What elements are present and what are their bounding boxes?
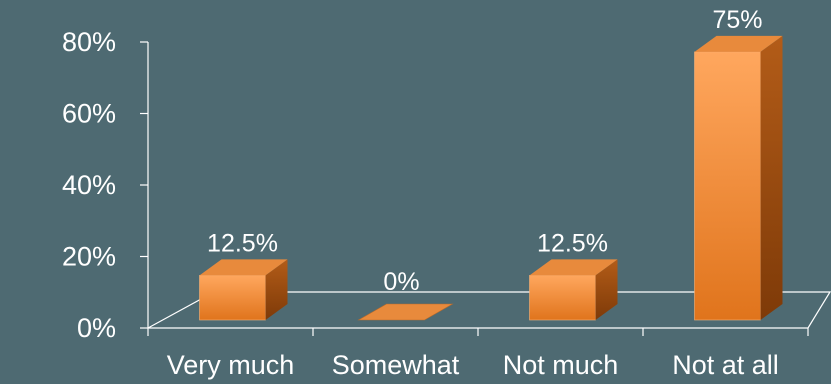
data-label: 12.5% bbox=[207, 229, 278, 257]
y-axis-ticks: 0% 20% 40% 60% 80% bbox=[62, 27, 148, 343]
x-tick-label: Not at all bbox=[672, 350, 779, 380]
bar bbox=[199, 259, 288, 321]
data-label: 0% bbox=[383, 268, 419, 296]
data-label: 12.5% bbox=[537, 229, 608, 257]
bar bbox=[357, 303, 454, 321]
y-tick-label: 60% bbox=[62, 99, 116, 129]
bar bbox=[694, 35, 783, 321]
chart-floor bbox=[147, 291, 831, 329]
x-tick-label: Very much bbox=[167, 350, 295, 380]
x-tick-label: Somewhat bbox=[332, 350, 460, 380]
x-tick-label: Not much bbox=[503, 350, 619, 380]
data-labels: 12.5% 0% 12.5% 75% bbox=[207, 6, 762, 296]
data-label: 75% bbox=[712, 6, 762, 34]
bars bbox=[199, 35, 783, 321]
y-tick-label: 40% bbox=[62, 170, 116, 200]
x-axis-labels: Very much Somewhat Not much Not at all bbox=[167, 350, 779, 380]
y-tick-label: 20% bbox=[62, 242, 116, 272]
y-tick-label: 80% bbox=[62, 27, 116, 57]
y-tick-label: 0% bbox=[77, 313, 116, 343]
bar bbox=[529, 259, 618, 321]
